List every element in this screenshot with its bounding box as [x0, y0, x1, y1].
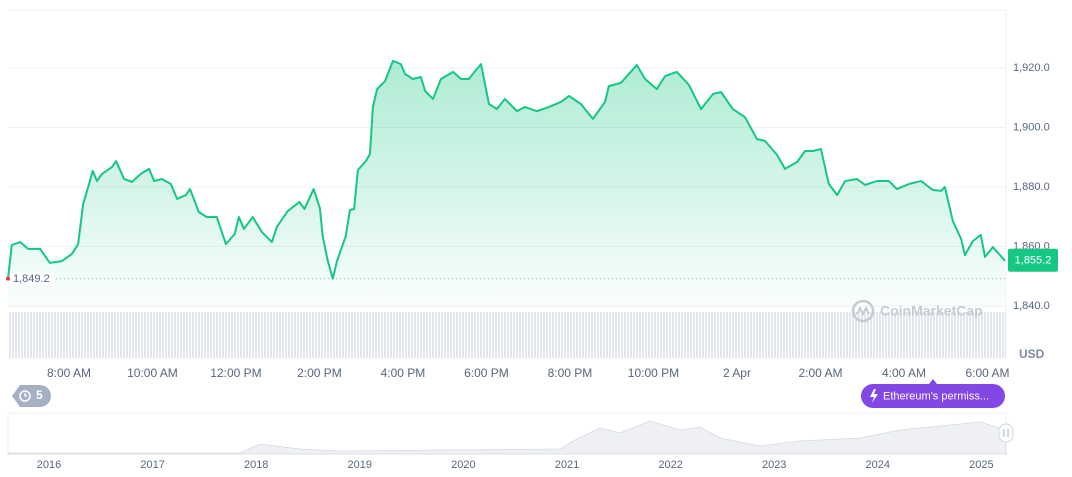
x-tick-label: 2:00 PM: [297, 366, 342, 380]
navigator-year: 2025: [969, 459, 993, 471]
navigator-year: 2022: [658, 459, 682, 471]
x-tick-label: 6:00 AM: [965, 366, 1009, 380]
news-text[interactable]: Ethereum's permiss...: [883, 390, 989, 402]
watermark-text: CoinMarketCap: [880, 303, 983, 319]
navigator-year: 2021: [555, 459, 579, 471]
y-tick-label: 1,900.0: [1013, 121, 1050, 133]
x-axis: 8:00 AM 10:00 AM 12:00 PM 2:00 PM 4:00 PM 6:0…: [47, 366, 1010, 380]
min-marker: [6, 276, 10, 281]
x-tick-label: 4:00 PM: [381, 366, 426, 380]
x-tick-label: 2 Apr: [723, 366, 751, 380]
navigator-year: 2019: [348, 459, 372, 471]
plot: 1,849.2 1,855.2: [6, 59, 1058, 306]
x-tick-label: 2:00 AM: [798, 366, 842, 380]
x-tick-label: 12:00 PM: [210, 366, 261, 380]
navigator-year: 2017: [140, 459, 164, 471]
y-tick-label: 1,840.0: [1013, 300, 1050, 312]
navigator-year: 2024: [866, 459, 890, 471]
navigator-year: 2020: [451, 459, 475, 471]
navigator-year: 2016: [37, 459, 61, 471]
event-badge[interactable]: 5: [12, 385, 51, 407]
y-unit: USD: [1019, 347, 1045, 361]
news-pill[interactable]: Ethereum's permiss...: [861, 379, 1005, 408]
area-fill: [8, 60, 1005, 306]
y-tick-label: 1,920.0: [1013, 62, 1050, 74]
navigator-year: 2018: [244, 459, 268, 471]
x-tick-label: 4:00 AM: [882, 366, 926, 380]
y-tick-label: 1,880.0: [1013, 181, 1050, 193]
volume-band: [8, 312, 1006, 358]
current-price-badge: [1008, 248, 1058, 272]
navigator-year: 2023: [762, 459, 786, 471]
open-label: 1,849.2: [13, 273, 50, 285]
x-tick-label: 6:00 PM: [464, 366, 509, 380]
watermark: CoinMarketCap: [851, 299, 983, 323]
current-price-label: 1,855.2: [1015, 255, 1052, 267]
price-line: [7, 59, 1006, 280]
navigator[interactable]: [7, 412, 1014, 455]
x-tick-label: 8:00 PM: [548, 366, 593, 380]
x-tick-label: 8:00 AM: [47, 366, 91, 380]
event-count[interactable]: 5: [36, 388, 43, 402]
x-tick-label: 10:00 PM: [628, 366, 679, 380]
navigator-years: 2016 2017 2018 2019 2020 2021 2022 2023 2024 2025: [37, 459, 994, 471]
x-tick-label: 10:00 AM: [127, 366, 178, 380]
open-label-bg: [10, 271, 54, 286]
